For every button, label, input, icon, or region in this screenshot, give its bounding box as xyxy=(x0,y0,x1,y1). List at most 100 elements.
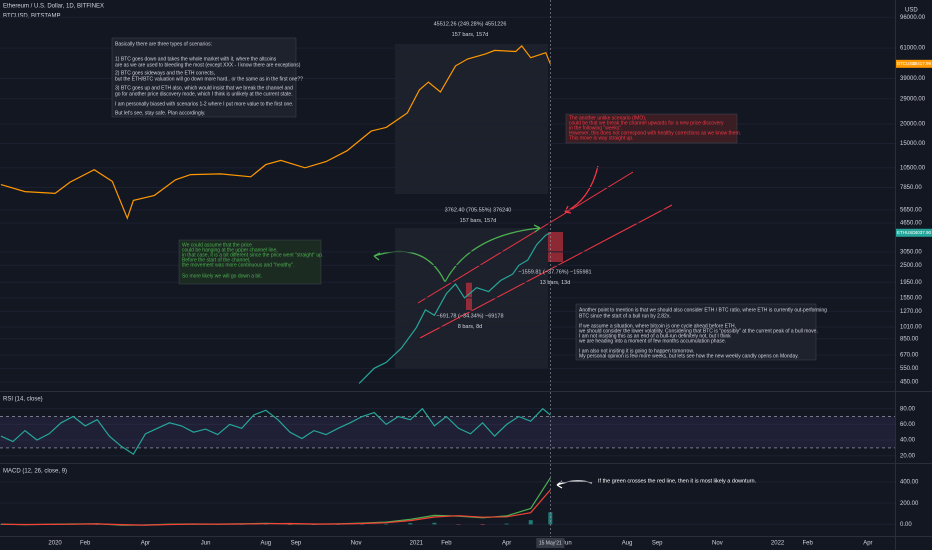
annotation-text: but the ETH/BTC valuation will go down m… xyxy=(115,76,303,82)
annotation-text: BTC since the start of a bull run by 2.8… xyxy=(579,313,671,319)
annotation-text: the movement was more continuous and "he… xyxy=(182,262,295,268)
x-tick-label: Sep xyxy=(291,541,302,547)
y-tick-label: 61000.00 xyxy=(900,46,926,52)
x-tick-label: 2021 xyxy=(410,541,424,547)
histogram-bar xyxy=(384,523,389,525)
histogram-bar xyxy=(528,520,533,525)
annotation-text: My personal opinion is few more weeks, b… xyxy=(579,353,799,359)
x-tick-label: Nov xyxy=(351,541,362,547)
histogram-bar xyxy=(456,524,461,525)
series-line xyxy=(0,45,551,220)
annotation-text: This move is way straight up. xyxy=(569,135,633,141)
measure-label: 3762.40 (705.55%) 376240 xyxy=(445,207,512,213)
y-tick-label: 1950.00 xyxy=(900,280,922,286)
annotation-text: could be hanging at the upper channel li… xyxy=(182,247,278,253)
x-tick-label: Feb xyxy=(441,541,452,547)
overlay-symbol: BTCUSD, BITSTAMP xyxy=(3,14,61,20)
x-tick-label: Apr xyxy=(502,541,511,547)
y-tick-label: 39000.00 xyxy=(900,76,926,82)
y-tick-label: 0.00 xyxy=(900,522,912,528)
annotation-text: However, this does not correspond with h… xyxy=(569,130,741,136)
annotation-text: go for another price discovery mode, whi… xyxy=(115,91,293,97)
pane-title: MACD (12, 26, close, 9) xyxy=(3,469,67,475)
y-tick-label: 96000.00 xyxy=(900,15,926,21)
measure-label: −691.78 (−34.34%) −69178 xyxy=(436,313,503,319)
price-tag-value: 4037.90 xyxy=(915,230,932,235)
y-tick-label: 1010.00 xyxy=(900,325,922,331)
measure-label: −1559.81 (−37.76%) −155981 xyxy=(518,269,591,275)
annotation-text: We could assume that the price xyxy=(182,242,252,248)
channel-line xyxy=(417,171,634,304)
annotation-text: could be that we break the channel upwar… xyxy=(569,120,724,126)
x-tick-label: Jun xyxy=(562,541,572,547)
price-tag-name: BTCUSD xyxy=(897,61,916,66)
measure-label: 45512.26 (249.28%) 4551226 xyxy=(434,21,507,27)
annotation-box xyxy=(565,113,738,144)
histogram-bar xyxy=(504,523,509,525)
range-box xyxy=(395,44,548,194)
y-tick-label: 1550.00 xyxy=(900,295,922,301)
histogram-bar xyxy=(360,523,365,525)
x-tick-label: Apr xyxy=(863,541,872,547)
measure-label: 157 bars, 157d xyxy=(452,32,489,38)
y-tick-label: 40.00 xyxy=(900,438,916,444)
x-tick-label: Aug xyxy=(260,541,271,547)
symbol-title: Ethereum / U.S. Dollar, 1D, BITFINEX xyxy=(3,4,104,10)
annotation-text: But let's see, stay safe. Plan according… xyxy=(115,110,205,116)
measure-label: 8 bars, 8d xyxy=(458,324,482,330)
series-line xyxy=(0,489,551,526)
x-tick-label: Nov xyxy=(712,541,723,547)
annotation-text: I am also not insiting it is going to ha… xyxy=(579,348,694,354)
y-tick-label: 2500.00 xyxy=(900,263,922,269)
measure-label: 13 bars, 13d xyxy=(540,280,571,286)
y-tick-label: 3050.00 xyxy=(900,249,922,255)
y-tick-label: 60.00 xyxy=(900,422,916,428)
y-tick-label: 400.00 xyxy=(900,480,919,486)
histogram-bar xyxy=(263,524,268,525)
annotation-text: we should consider the lower volatility.… xyxy=(579,328,818,334)
price-tag-value: 48417.99 xyxy=(912,61,931,66)
annotation-text: in the following "weeks". xyxy=(569,125,623,131)
x-tick-label: Jun xyxy=(201,541,211,547)
y-tick-label: 550.00 xyxy=(900,366,919,372)
price-tag xyxy=(896,228,932,237)
y-tick-label: 450.00 xyxy=(900,380,919,386)
measure-label: 157 bars, 157d xyxy=(460,218,497,224)
annotation-text: Basically there are three types of scena… xyxy=(115,41,212,47)
y-tick-label: 20000.00 xyxy=(900,122,926,128)
y-tick-label: 15000.00 xyxy=(900,141,926,147)
y-tick-label: 4650.00 xyxy=(900,221,922,227)
y-tick-label: 80.00 xyxy=(900,406,916,412)
crosshair-label: 15 May'21 xyxy=(539,540,562,546)
x-tick-label: 2020 xyxy=(48,541,62,547)
x-tick-label: Apr xyxy=(141,541,150,547)
annotation-text: in that case, it is a bit different sinc… xyxy=(182,252,323,258)
currency: USD xyxy=(905,8,918,14)
x-tick-label: Aug xyxy=(622,541,633,547)
crosshair-label-box xyxy=(536,538,565,548)
arrow xyxy=(444,224,541,283)
annotation-text: 1) BTC goes down and takes the whole mar… xyxy=(115,56,277,62)
y-tick-label: 1270.00 xyxy=(900,309,922,315)
annotation-text: 2) BTC goes sideways and the ETH correct… xyxy=(115,70,215,76)
rsi-band xyxy=(0,416,895,448)
y-tick-label: 200.00 xyxy=(900,501,919,507)
y-tick-label: 7850.00 xyxy=(900,185,922,191)
series-line xyxy=(0,407,551,456)
range-box xyxy=(548,232,563,262)
annotation-text: I am not insisting this as an end of a b… xyxy=(579,333,731,339)
annotation-text: So more likely we will go down a bit. xyxy=(182,273,262,279)
histogram-bar xyxy=(432,522,437,525)
annotation-text: I am personally biased with scenarios 1-… xyxy=(115,101,293,107)
histogram-bar xyxy=(480,524,485,526)
y-tick-label: 850.00 xyxy=(900,336,919,342)
y-tick-label: 29000.00 xyxy=(900,96,926,102)
channel-line xyxy=(419,204,673,339)
x-tick-label: 2022 xyxy=(771,541,785,547)
x-tick-label: Feb xyxy=(803,541,814,547)
x-tick-label: Sep xyxy=(652,541,663,547)
arrow xyxy=(373,250,446,283)
histogram-bar xyxy=(408,523,413,525)
price-tag xyxy=(896,59,932,68)
